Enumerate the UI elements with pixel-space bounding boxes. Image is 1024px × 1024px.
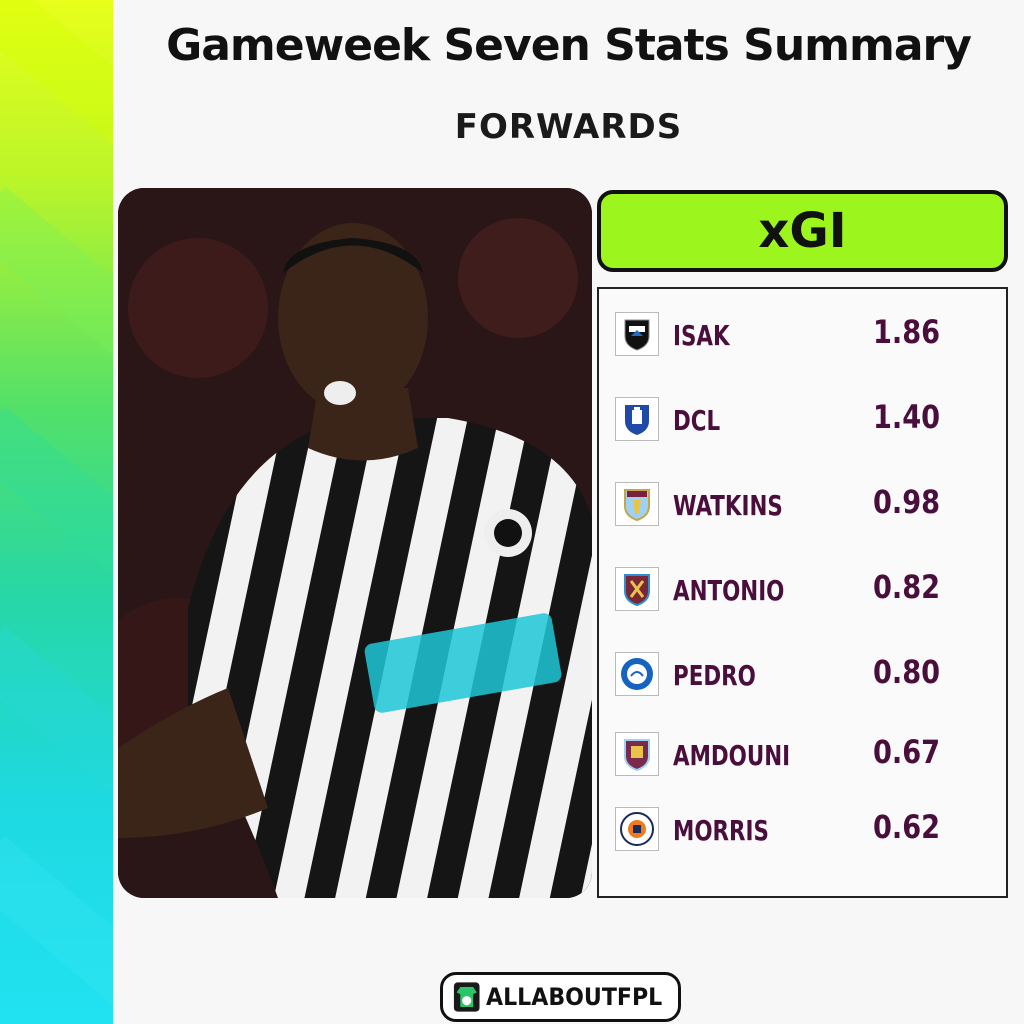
player-value: 0.67 (873, 733, 941, 771)
player-name: WATKINS (673, 489, 783, 522)
table-row: AMDOUNI 0.67 (599, 729, 1006, 779)
player-name: PEDRO (673, 659, 756, 692)
newcastle-crest-icon (615, 312, 659, 356)
player-name: DCL (673, 404, 721, 437)
player-value: 0.82 (873, 568, 941, 606)
position-subtitle: FORWARDS (454, 107, 683, 147)
aston-villa-crest-icon (615, 482, 659, 526)
table-row: DCL 1.40 (599, 394, 1006, 444)
player-photo (118, 188, 592, 898)
player-name: ANTONIO (673, 574, 785, 607)
player-value: 0.80 (873, 653, 941, 691)
player-name: AMDOUNI (673, 739, 791, 772)
decorative-gradient-strip (0, 0, 113, 1024)
table-row: ISAK 1.86 (599, 309, 1006, 359)
everton-crest-icon (615, 397, 659, 441)
brand-name: ALLABOUTFPL (486, 983, 663, 1011)
metric-header: xGI (597, 190, 1008, 272)
player-value: 1.86 (873, 313, 941, 351)
page-title: Gameweek Seven Stats Summary (166, 20, 972, 71)
table-row: MORRIS 0.62 (599, 804, 1006, 854)
player-value: 0.98 (873, 483, 941, 521)
west-ham-crest-icon (615, 567, 659, 611)
player-value: 1.40 (873, 398, 941, 436)
brand-logo: ALLABOUTFPL (440, 972, 681, 1022)
player-name: ISAK (673, 319, 730, 352)
burnley-crest-icon (615, 732, 659, 776)
shirt-ball-icon (453, 982, 480, 1012)
table-row: ANTONIO 0.82 (599, 564, 1006, 614)
brighton-crest-icon (615, 652, 659, 696)
player-value: 0.62 (873, 808, 941, 846)
player-name: MORRIS (673, 814, 769, 847)
luton-crest-icon (615, 807, 659, 851)
table-row: WATKINS 0.98 (599, 479, 1006, 529)
table-row: PEDRO 0.80 (599, 649, 1006, 699)
stats-table: ISAK 1.86 DCL 1.40 WATKINS 0.98 ANTONIO … (597, 287, 1008, 898)
